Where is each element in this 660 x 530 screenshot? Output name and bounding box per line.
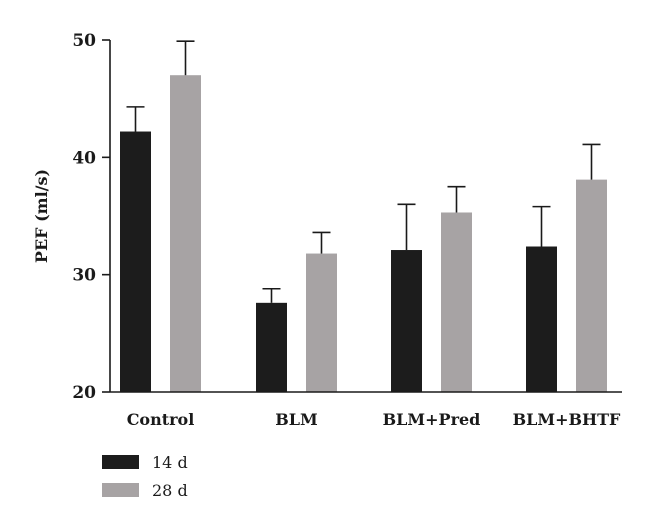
y-tick-label: 50 [72,31,96,51]
x-tick-label: BLM+BHTF [513,410,621,429]
bars-layer [120,75,607,392]
bar [441,212,472,392]
bar [170,75,201,392]
bar [526,246,557,392]
x-tick-label: Control [127,410,195,429]
axes-layer [109,40,622,393]
legend-label: 28 d [152,481,188,500]
legend-swatch [102,455,139,469]
y-tick-label: 20 [72,383,96,403]
legend-swatch [102,483,139,497]
x-tick-label: BLM+Pred [383,410,481,429]
y-tick-label: 30 [72,266,96,286]
y-tick-label: 40 [72,148,96,168]
error-bars-layer [126,40,601,303]
bar [120,131,151,392]
bar [576,179,607,392]
bar [306,253,337,392]
x-tick-label: BLM [275,410,317,429]
y-axis-title: PEF (ml/s) [32,169,51,263]
legend: 14 d 28 d [102,453,188,500]
y-ticks-layer: 20 30 40 50 [72,31,110,403]
bar [391,250,422,392]
bar [256,302,287,392]
x-ticks-layer: Control BLM BLM+Pred BLM+BHTF [127,410,621,429]
legend-label: 14 d [152,453,188,472]
